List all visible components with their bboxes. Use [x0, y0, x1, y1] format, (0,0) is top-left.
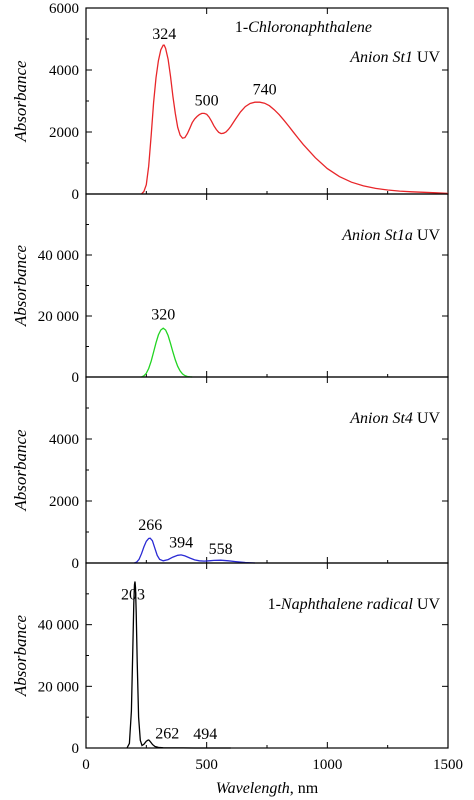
y-tick-label: 0	[72, 187, 80, 203]
annotation-italic: Chloronaphthalene	[248, 19, 372, 36]
annotation-line2: Anion St4 UV	[349, 410, 440, 427]
x-tick-label: 500	[195, 757, 218, 773]
annotation-suffix: UV	[413, 49, 441, 66]
y-tick-label: 2000	[49, 494, 79, 510]
x-tick-label: 1500	[433, 757, 463, 773]
y-tick-label: 20 000	[38, 679, 79, 695]
spectrum-line-2	[141, 327, 193, 378]
x-axis-label-suffix: , nm	[290, 780, 319, 797]
annotation-prefix: 1-	[235, 19, 248, 36]
y-tick-label: 2000	[49, 125, 79, 141]
annotation-line2: Anion St1a UV	[341, 227, 440, 244]
annotation-italic: Naphthalene radical	[280, 596, 414, 613]
y-axis-label: Absorbance	[11, 244, 30, 327]
x-axis-label: Wavelength, nm	[216, 780, 319, 797]
annotation-italic: Anion St4	[349, 410, 413, 427]
y-tick-label: 0	[72, 741, 80, 757]
x-tick-label: 0	[82, 757, 90, 773]
y-axis-label-text: Absorbance	[11, 429, 30, 512]
y-tick-label: 4000	[49, 432, 79, 448]
y-axis-label-text: Absorbance	[11, 244, 30, 327]
peak-label: 320	[151, 307, 175, 324]
x-axis-label-italic: Wavelength	[216, 780, 290, 797]
panel-frame	[85, 193, 449, 378]
y-tick-label: 4000	[49, 63, 79, 79]
panel-1: 0 2000 4000 6000 Absorbance 324 500 740 1-Chloro…	[11, 1, 449, 203]
peak-label: 324	[152, 26, 176, 43]
y-tick-label: 0	[72, 556, 80, 572]
annotation-line2: 1-Naphthalene radical UV	[268, 596, 441, 613]
y-tick-label: 6000	[49, 1, 79, 17]
peak-label: 262	[155, 725, 179, 742]
annotation-italic: Anion St1	[349, 49, 413, 66]
peak-label: 394	[169, 535, 193, 552]
spectrum-line-3	[134, 537, 255, 564]
panel-4: 0 20 000 40 000 Absorbance 203 262 494 1-Naphth…	[11, 562, 463, 797]
panel-frame	[85, 376, 449, 564]
peak-label: 266	[138, 517, 162, 534]
annotation-suffix: UV	[413, 410, 441, 427]
y-axis-label: Absorbance	[11, 614, 30, 697]
y-tick-label: 20 000	[38, 309, 79, 325]
peak-label: 203	[121, 587, 145, 604]
x-tick-label: 1000	[312, 757, 342, 773]
peak-label: 740	[253, 82, 277, 99]
spectrum-line-4	[126, 581, 231, 749]
peak-label: 494	[193, 726, 217, 743]
annotation-suffix: UV	[413, 596, 441, 613]
y-tick-label: 40 000	[38, 248, 79, 264]
annotation-italic: Anion St1a	[341, 227, 413, 244]
y-axis-label-text: Absorbance	[11, 60, 30, 143]
y-axis-label-text: Absorbance	[11, 614, 30, 697]
annotation-suffix: UV	[413, 227, 441, 244]
peak-label: 500	[195, 92, 219, 109]
y-tick-label: 40 000	[38, 618, 79, 634]
spectrum-line-1	[141, 44, 449, 195]
panel-2: 0 20 000 40 000 Absorbance 320 Anion St1a UV	[11, 193, 449, 386]
annotation-prefix: 1-	[268, 596, 281, 613]
y-tick-label: 0	[72, 370, 80, 386]
peak-label: 558	[209, 541, 233, 558]
annotation-line1: 1-Chloronaphthalene	[235, 19, 372, 36]
y-axis-label: Absorbance	[11, 60, 30, 143]
panel-3: 0 2000 4000 Absorbance 266 394 558 Anion St4 UV	[11, 376, 449, 572]
annotation-line2: Anion St1 UV	[349, 49, 440, 66]
y-axis-label: Absorbance	[11, 429, 30, 512]
